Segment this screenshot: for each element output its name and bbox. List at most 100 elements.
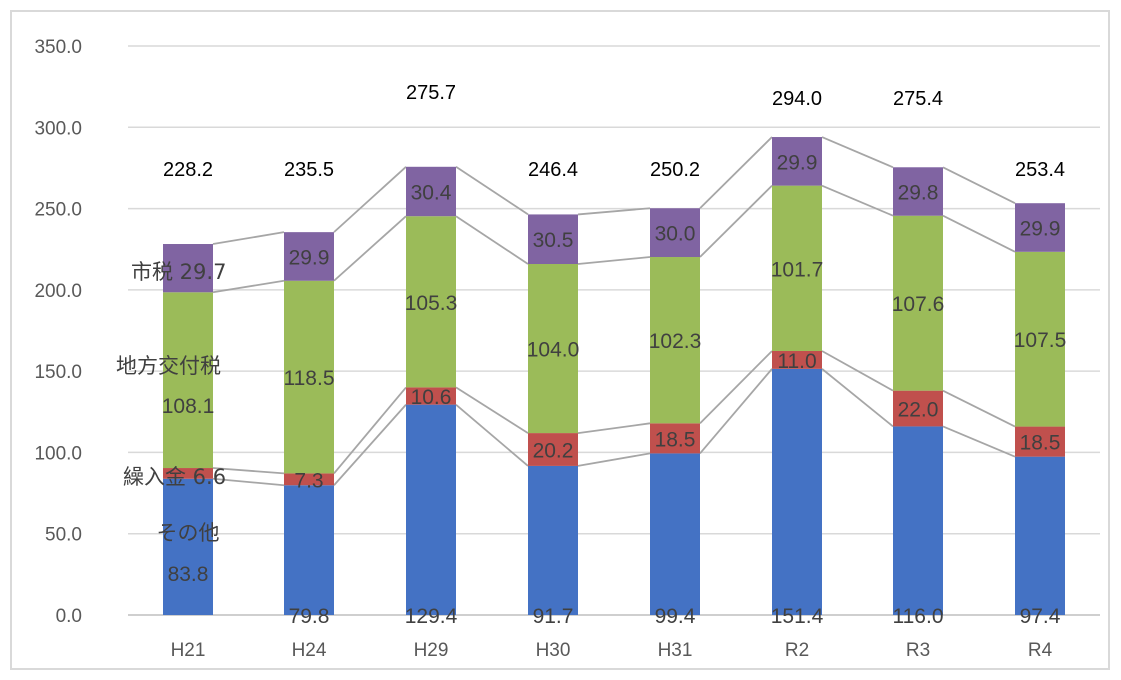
series-line — [333, 404, 407, 486]
data-label: 118.5 — [284, 367, 335, 390]
data-label: 102.3 — [649, 330, 702, 353]
data-label: 22.0 — [898, 399, 939, 422]
data-label: 29.9 — [1020, 218, 1061, 241]
bar-segment — [528, 433, 578, 466]
data-label: 7.3 — [294, 469, 323, 492]
series-line — [212, 467, 285, 475]
bar-segment — [406, 216, 456, 388]
total-label: 235.5 — [284, 159, 334, 181]
series-line — [212, 231, 285, 245]
y-tick-label: 50.0 — [45, 525, 82, 546]
series-line — [821, 136, 894, 169]
y-tick-label: 300.0 — [34, 118, 82, 139]
total-label: 228.2 — [163, 159, 213, 181]
data-label: 101.7 — [771, 258, 824, 281]
chart-frame: 0.0 50.0 100.0 150.0 200.0 250.0 300.0 350.0 H21… — [10, 10, 1110, 670]
bar-segment — [528, 465, 578, 615]
series-label-city-tax: 市税 29.7 — [131, 260, 226, 284]
bar-segment — [284, 280, 334, 474]
bar-segment — [284, 485, 334, 615]
bar-segment — [893, 215, 943, 391]
data-label: 91.7 — [533, 605, 574, 628]
series-line — [212, 279, 285, 294]
bar-segment — [163, 292, 213, 469]
series-line — [821, 368, 894, 428]
total-label: 246.4 — [528, 159, 578, 181]
data-label: 83.8 — [168, 563, 209, 586]
series-line — [333, 386, 407, 474]
series-label-other: その他 — [157, 521, 220, 545]
series-line — [699, 136, 773, 209]
data-label: 10.6 — [411, 386, 452, 409]
data-label: 116.0 — [893, 605, 944, 628]
data-label: 99.4 — [655, 605, 696, 628]
data-label: 108.1 — [162, 395, 215, 418]
series-line — [577, 452, 651, 467]
data-label: 11.0 — [777, 350, 816, 373]
series-line — [455, 215, 529, 265]
data-label: 129.4 — [405, 605, 458, 628]
bar-segment — [284, 473, 334, 486]
bar-segment — [893, 426, 943, 615]
data-label: 29.9 — [289, 246, 330, 269]
series-line — [942, 389, 1016, 428]
y-tick-label: 0.0 — [56, 606, 82, 627]
series-line — [333, 215, 407, 282]
bar-segment — [528, 214, 578, 265]
data-label: 18.5 — [655, 428, 696, 451]
bar-segment — [163, 468, 213, 479]
total-label: 253.4 — [1015, 159, 1065, 181]
bar-segment — [650, 423, 700, 454]
data-label: 107.6 — [892, 293, 945, 316]
series-line — [699, 185, 773, 258]
series-line — [455, 166, 529, 216]
x-tick-label: R2 — [785, 640, 809, 661]
series-line — [821, 350, 894, 392]
y-tick-label: 250.0 — [34, 200, 82, 221]
total-label: 275.7 — [406, 82, 456, 104]
x-tick-label: H31 — [658, 640, 693, 661]
data-label: 97.4 — [1020, 605, 1061, 628]
bar-segment — [1015, 426, 1065, 457]
bar-segment — [528, 264, 578, 434]
data-label: 30.0 — [655, 223, 696, 246]
total-label: 250.2 — [650, 159, 700, 181]
total-label: 294.0 — [772, 88, 822, 110]
data-label: 18.5 — [1020, 432, 1061, 455]
bar-segment — [406, 404, 456, 615]
bar-segment — [1015, 456, 1065, 615]
series-line — [212, 477, 285, 487]
series-line — [577, 422, 651, 434]
data-label: 79.8 — [289, 605, 330, 628]
data-label: 151.4 — [771, 605, 824, 628]
x-tick-label: H29 — [414, 640, 449, 661]
bar-segment — [284, 232, 334, 281]
data-label: 29.8 — [898, 182, 939, 205]
bar-segment — [406, 387, 456, 405]
bar-segment — [650, 257, 700, 424]
series-line — [821, 184, 894, 217]
data-label: 29.9 — [777, 151, 818, 174]
series-line — [455, 386, 529, 434]
total-label: 275.4 — [893, 88, 943, 110]
bar-segment — [772, 137, 822, 186]
x-tick-label: R3 — [906, 640, 930, 661]
series-line — [577, 207, 651, 216]
bar-segment — [772, 350, 822, 369]
bar-segment — [893, 167, 943, 216]
series-line — [699, 350, 773, 424]
data-label: 30.4 — [411, 182, 452, 205]
bar-segment — [893, 390, 943, 427]
y-tick-label: 100.0 — [34, 443, 82, 464]
data-label: 104.0 — [527, 339, 580, 362]
x-tick-label: H21 — [171, 640, 206, 661]
series-line — [455, 403, 529, 467]
data-label: 107.5 — [1014, 329, 1067, 352]
bar-segment — [163, 244, 213, 293]
bar-segment — [772, 185, 822, 351]
series-line — [333, 166, 407, 233]
x-tick-label: R4 — [1028, 640, 1053, 661]
series-line — [942, 425, 1016, 458]
data-label: 20.2 — [533, 440, 574, 463]
y-tick-label: 350.0 — [34, 37, 82, 58]
